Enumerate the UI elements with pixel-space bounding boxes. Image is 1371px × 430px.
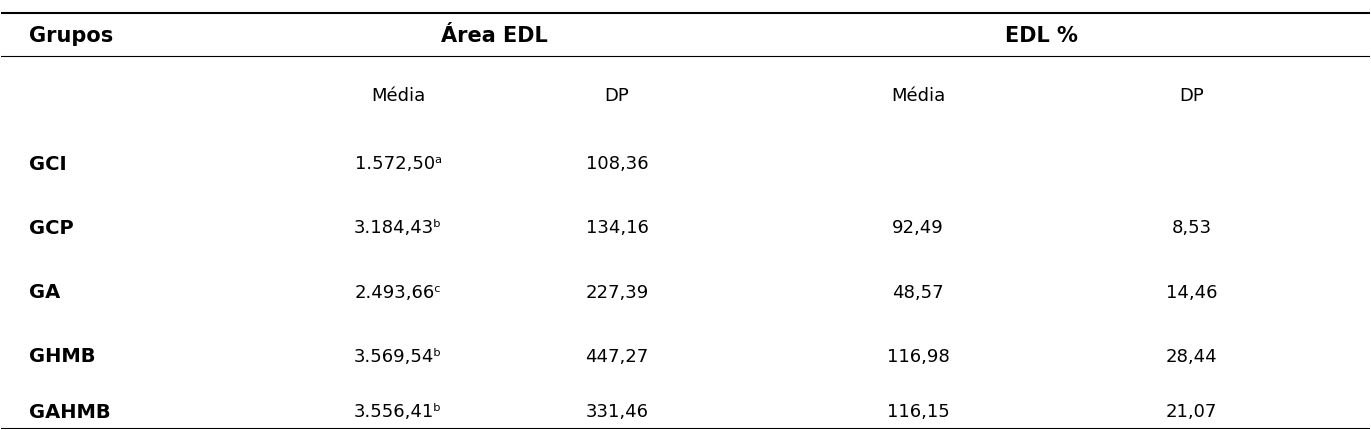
Text: 14,46: 14,46 (1165, 283, 1217, 301)
Text: DP: DP (1179, 86, 1204, 104)
Text: 116,98: 116,98 (887, 347, 950, 365)
Text: Área EDL: Área EDL (440, 26, 547, 46)
Text: EDL %: EDL % (1005, 26, 1078, 46)
Text: GHMB: GHMB (29, 347, 95, 366)
Text: Média: Média (891, 86, 945, 104)
Text: DP: DP (605, 86, 629, 104)
Text: 3.184,43ᵇ: 3.184,43ᵇ (354, 219, 443, 237)
Text: 3.569,54ᵇ: 3.569,54ᵇ (354, 347, 443, 365)
Text: GCP: GCP (29, 218, 74, 237)
Text: 28,44: 28,44 (1165, 347, 1217, 365)
Text: Grupos: Grupos (29, 26, 112, 46)
Text: 108,36: 108,36 (585, 155, 648, 173)
Text: GA: GA (29, 283, 60, 301)
Text: 8,53: 8,53 (1172, 219, 1212, 237)
Text: 447,27: 447,27 (585, 347, 648, 365)
Text: 21,07: 21,07 (1167, 402, 1217, 421)
Text: 2.493,66ᶜ: 2.493,66ᶜ (355, 283, 441, 301)
Text: 331,46: 331,46 (585, 402, 648, 421)
Text: Média: Média (372, 86, 425, 104)
Text: GCI: GCI (29, 154, 66, 173)
Text: 48,57: 48,57 (893, 283, 943, 301)
Text: 134,16: 134,16 (585, 219, 648, 237)
Text: 227,39: 227,39 (585, 283, 648, 301)
Text: 116,15: 116,15 (887, 402, 950, 421)
Text: 1.572,50ᵃ: 1.572,50ᵃ (355, 155, 441, 173)
Text: 92,49: 92,49 (893, 219, 945, 237)
Text: GAHMB: GAHMB (29, 402, 111, 421)
Text: 3.556,41ᵇ: 3.556,41ᵇ (354, 402, 443, 421)
